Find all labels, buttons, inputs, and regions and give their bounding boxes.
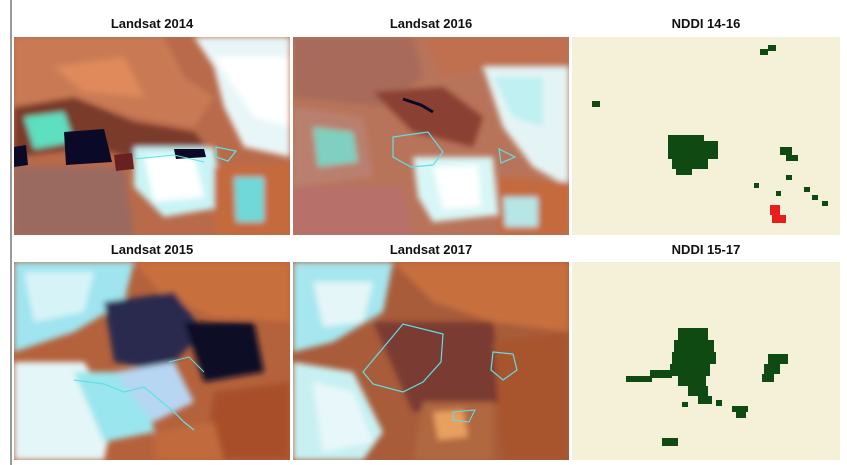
panel-landsat-2014 [14, 37, 290, 235]
title-nddi-15-17: NDDI 15-17 [671, 242, 741, 257]
panel-landsat-2016 [293, 37, 569, 235]
title-landsat-2014: Landsat 2014 [110, 16, 194, 31]
title-landsat-2017: Landsat 2017 [389, 242, 473, 257]
panel-landsat-2015 [14, 262, 290, 460]
panel-landsat-2017 [293, 262, 569, 460]
left-divider-line [10, 0, 12, 465]
title-nddi-14-16: NDDI 14-16 [671, 16, 741, 31]
title-landsat-2016: Landsat 2016 [389, 16, 473, 31]
title-landsat-2015: Landsat 2015 [110, 242, 194, 257]
panel-nddi-15-17 [572, 262, 840, 460]
panel-nddi-14-16 [572, 37, 840, 235]
